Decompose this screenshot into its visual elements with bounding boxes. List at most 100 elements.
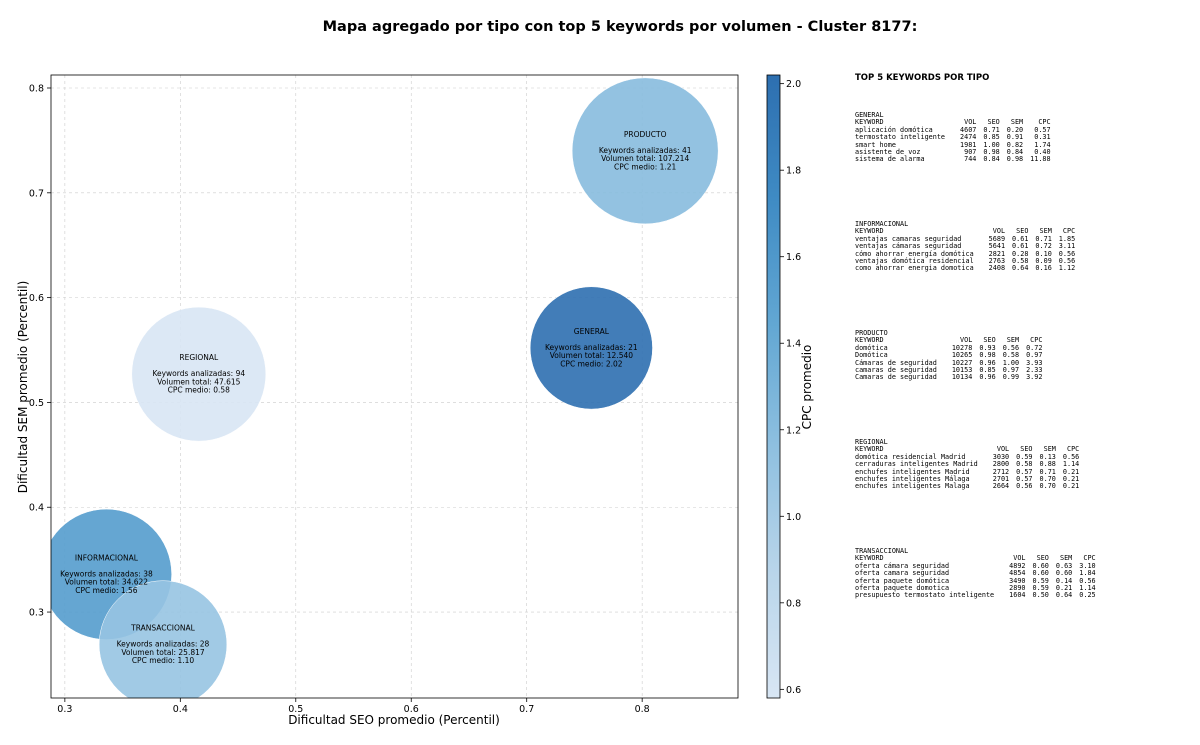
header-cell: SEM	[1043, 445, 1056, 454]
keyword-cell: 1.14	[1062, 460, 1080, 469]
keyword-cell: ventajas cámaras seguridad	[855, 242, 962, 251]
keyword-cell: cómo ahorrar energía domótica	[855, 249, 974, 258]
keyword-row: domótica residencial Madrid 3030 0.59 0.13 0…	[855, 452, 1079, 461]
keyword-cell: Domótica	[855, 351, 888, 360]
keyword-cell: 0.21	[1062, 467, 1080, 476]
header-cell: CPC	[1030, 336, 1043, 345]
keyword-row: sistema de alarma 744 0.84 0.98 11.88	[855, 155, 1051, 164]
x-tick-label: 0.8	[635, 704, 650, 715]
header-cell: VOL	[964, 118, 977, 127]
keyword-row: termostato inteligente 2474 0.85 0.91 0.31	[855, 133, 1051, 142]
keyword-cell: smart home	[855, 140, 896, 149]
colorbar-tick-label: 0.8	[786, 598, 801, 609]
keyword-cell: 1.14	[1079, 584, 1096, 593]
y-tick-label: 0.6	[29, 293, 44, 304]
keyword-cell: 0.97	[1026, 351, 1043, 360]
keyword-cell: 0.13	[1039, 452, 1056, 461]
panel-title: TOP 5 KEYWORDS POR TIPO	[855, 73, 990, 83]
keyword-row: cómo ahorrar energía domótica 2821 0.28 0.1…	[855, 249, 1075, 258]
keyword-cell: 0.93	[979, 343, 996, 352]
keyword-cell: 0.61	[1012, 242, 1029, 251]
keyword-cell: 0.82	[1006, 140, 1024, 149]
header-cell: VOL	[996, 445, 1010, 454]
keyword-cell: 0.72	[1026, 343, 1043, 352]
keyword-cell: Camaras de seguridad	[855, 373, 937, 382]
keyword-cell: 3.92	[1026, 373, 1043, 382]
bubble	[131, 306, 267, 442]
keyword-cell: 2800	[992, 460, 1010, 469]
keyword-row: oferta cámara seguridad 4892 0.60 0.63 3.10	[855, 561, 1096, 570]
keyword-cell: 0.98	[1006, 155, 1024, 164]
x-tick-label: 0.6	[404, 704, 419, 715]
keyword-row: smart home 1981 1.00 0.82 1.74	[855, 140, 1051, 149]
keyword-cell: 1604	[1009, 591, 1026, 600]
keyword-cell: termostato inteligente	[855, 133, 946, 142]
bubble-annotation: Volumen total: 25.817	[121, 648, 205, 657]
keyword-cell: 0.85	[979, 366, 996, 375]
keyword-cell: 0.21	[1062, 475, 1080, 484]
keyword-cell: Cámaras de seguridad	[855, 358, 937, 367]
group-name: REGIONAL	[855, 438, 888, 446]
keyword-cell: enchufes inteligentes Málaga	[855, 475, 970, 484]
keyword-cell: 0.21	[1055, 584, 1073, 593]
keyword-cell: 2712	[992, 467, 1010, 476]
keyword-cell: 3030	[992, 452, 1010, 461]
keyword-cell: 0.28	[1012, 249, 1029, 258]
keyword-cell: 0.57	[1034, 125, 1051, 134]
keyword-cell: 0.25	[1079, 591, 1096, 600]
bubble	[529, 286, 653, 410]
keyword-cell: 1.84	[1079, 569, 1096, 578]
keyword-cell: 2408	[988, 264, 1006, 273]
keyword-cell: 2664	[992, 482, 1010, 491]
keyword-cell: 3490	[1009, 576, 1026, 585]
keyword-cell: 0.63	[1055, 561, 1073, 570]
keyword-cell: 2.33	[1026, 366, 1043, 375]
keyword-cell: ventajas camaras seguridad	[855, 234, 962, 243]
keyword-cell: 0.72	[1035, 242, 1052, 251]
header-row: KEYWORD VOL SEO SEM CPC	[855, 554, 1096, 563]
bubble-label: REGIONAL	[179, 353, 219, 362]
keyword-cell: 5641	[988, 242, 1006, 251]
x-axis-label: Dificultad SEO promedio (Percentil)	[288, 713, 500, 727]
keyword-cell: 0.14	[1055, 576, 1073, 585]
keyword-cell: 744	[964, 155, 977, 164]
header-cell: KEYWORD	[855, 336, 884, 345]
keyword-row: oferta paquete domótica 3490 0.59 0.14 0.56	[855, 576, 1096, 585]
keyword-cell: 1.12	[1058, 264, 1076, 273]
keyword-row: enchufes inteligentes Malaga 2664 0.56 0.70…	[855, 482, 1079, 491]
keyword-cell: 0.70	[1039, 475, 1056, 484]
keyword-cell: 0.88	[1039, 460, 1056, 469]
keyword-cell: 0.50	[1032, 591, 1049, 600]
header-cell: VOL	[1013, 554, 1026, 563]
keyword-cell: 0.64	[1012, 264, 1029, 273]
group-name: GENERAL	[855, 111, 884, 119]
keyword-group: INFORMACIONAL KEYWORD VOL SEO SEM CPC ventajas…	[855, 220, 1076, 273]
keyword-cell: 5689	[988, 234, 1006, 243]
header-cell: CPC	[1083, 554, 1096, 563]
keyword-table: KEYWORD VOL SEO SEM CPC ventajas camaras segu…	[855, 227, 1076, 273]
keyword-row: Camaras de seguridad 10134 0.96 0.99 3.92	[855, 373, 1043, 382]
header-cell: SEO	[1036, 554, 1049, 563]
keyword-cell: 10134	[951, 373, 973, 382]
bubble-label: INFORMACIONAL	[75, 553, 139, 562]
keyword-cell: 3.11	[1058, 242, 1076, 251]
header-row: KEYWORD VOL SEO SEM CPC	[855, 227, 1075, 235]
bubble-annotation: Keywords analizadas: 94	[152, 369, 245, 378]
keyword-cell: domótica	[855, 343, 888, 352]
keyword-cell: 0.71	[1035, 234, 1052, 243]
keyword-cell: 0.57	[1016, 467, 1033, 476]
y-tick-label: 0.8	[29, 83, 44, 94]
keyword-cell: 0.59	[1032, 576, 1049, 585]
bubble-annotation: Keywords analizadas: 21	[545, 343, 638, 352]
colorbar-tick-label: 1.2	[786, 425, 801, 436]
chart-title: Mapa agregado por tipo con top 5 keyword…	[323, 19, 918, 35]
keyword-cell: 4607	[960, 125, 977, 134]
bubble-annotation: Volumen total: 107.214	[601, 154, 689, 163]
keyword-cell: 0.58	[1016, 460, 1033, 469]
y-tick-label: 0.3	[29, 608, 44, 619]
header-cell: SEM	[1059, 554, 1073, 563]
bubble-annotation: Keywords analizadas: 41	[599, 146, 692, 155]
keyword-row: como ahorrar energia domotica 2408 0.64 0.1…	[855, 264, 1076, 273]
